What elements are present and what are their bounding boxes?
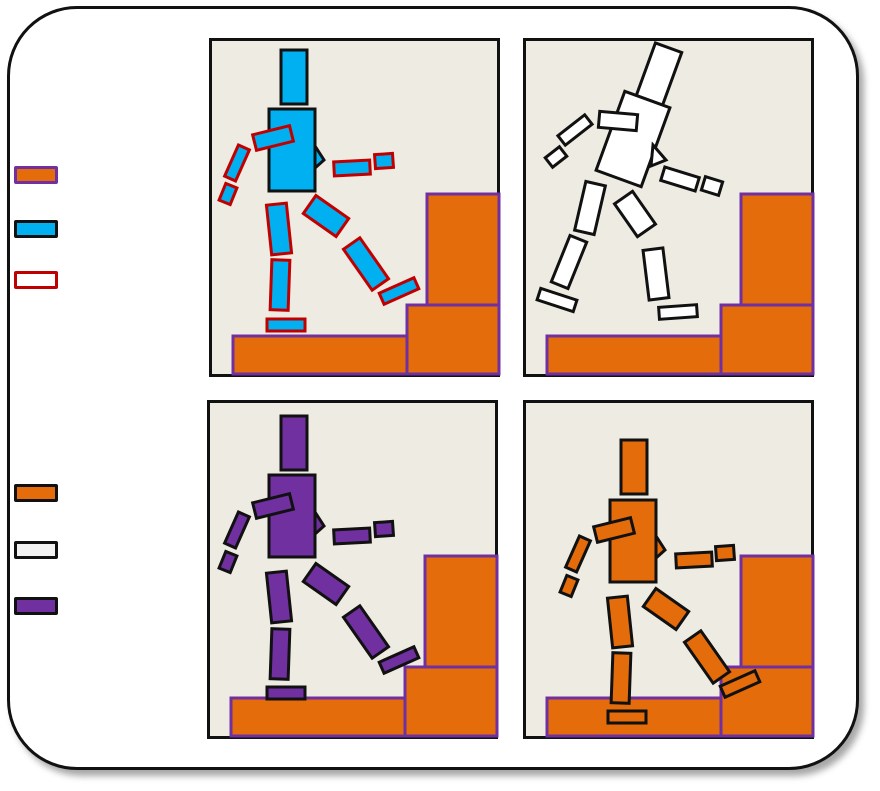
- stairs: [229, 554, 499, 738]
- figure-torso: [267, 107, 317, 193]
- foot-back: [606, 709, 648, 725]
- forearm-back: [563, 534, 593, 574]
- shin-back: [609, 651, 633, 705]
- thigh-front: [641, 586, 691, 632]
- foot-front: [657, 303, 699, 321]
- shin-back: [268, 627, 292, 681]
- foot-back: [265, 317, 307, 333]
- red-outline-swatch: [14, 271, 58, 289]
- thigh-front: [301, 193, 351, 239]
- hand-back: [217, 181, 239, 207]
- figure-torso: [608, 498, 658, 584]
- shin-front: [341, 235, 391, 293]
- forearm-front: [332, 526, 372, 546]
- panel-bottom-right: [523, 400, 815, 739]
- purple-fill-swatch: [14, 597, 58, 615]
- hand-front: [713, 543, 737, 563]
- foot-front: [377, 275, 421, 307]
- upper-arm-back: [591, 515, 637, 545]
- hand-front: [372, 519, 396, 539]
- panel-top-left: [209, 38, 501, 377]
- shin-front: [341, 603, 391, 661]
- forearm-front: [332, 158, 372, 178]
- forearm-back: [555, 112, 595, 148]
- forearm-front: [658, 165, 702, 193]
- thigh-front: [301, 561, 351, 607]
- stairs: [545, 192, 815, 376]
- figure-torso: [267, 473, 317, 559]
- shin-front: [682, 628, 732, 686]
- orange-fill-swatch: [14, 484, 58, 502]
- foot-front: [377, 644, 421, 676]
- walking-figure-white: [535, 40, 725, 321]
- forearm-back: [222, 510, 252, 550]
- hand-front: [699, 174, 725, 198]
- thigh-back: [572, 179, 608, 237]
- shin-back: [549, 233, 589, 291]
- figure-head: [279, 414, 309, 472]
- thigh-front: [612, 189, 658, 239]
- stairs: [545, 554, 815, 738]
- stairs: [231, 192, 501, 376]
- foot-back: [265, 685, 307, 701]
- hand-front: [372, 151, 396, 171]
- figure-head: [619, 438, 649, 496]
- panel-top-right: [523, 38, 815, 377]
- thigh-back: [264, 569, 294, 625]
- hand-back: [543, 144, 569, 170]
- forearm-back: [222, 143, 252, 183]
- blue-fill-swatch: [14, 220, 58, 238]
- panel-bottom-left: [207, 400, 499, 739]
- hand-back: [217, 549, 239, 575]
- foot-back: [535, 286, 579, 314]
- shin-back: [268, 258, 292, 312]
- orange-fill-purple-border-swatch: [14, 166, 58, 184]
- thigh-back: [264, 201, 294, 257]
- forearm-front: [674, 550, 714, 570]
- walking-figure-orange: [558, 438, 762, 725]
- white-fill-swatch: [14, 541, 58, 559]
- upper-arm-back: [250, 491, 296, 521]
- walking-figure-purple: [217, 414, 421, 701]
- walking-figure-blue: [217, 48, 421, 333]
- hand-back: [558, 573, 580, 599]
- shin-front: [641, 246, 671, 302]
- upper-arm-back: [596, 109, 640, 133]
- upper-arm-back: [250, 123, 296, 153]
- figure-head: [279, 48, 309, 106]
- thigh-back: [605, 594, 635, 650]
- foot-front: [718, 668, 762, 700]
